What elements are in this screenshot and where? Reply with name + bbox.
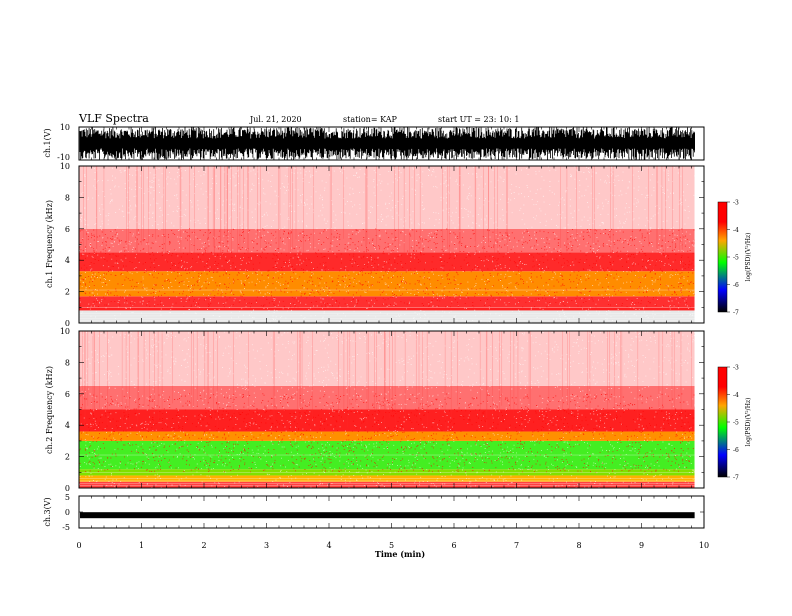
ch1-spectrogram-image: [79, 165, 704, 324]
ch3-ticks: [78, 495, 705, 529]
ch1-ticks: [78, 127, 705, 160]
time-tick-label: 3: [264, 541, 269, 550]
ch1-ylabel: ch.1(V): [43, 128, 52, 157]
ch3-trace-band: [80, 512, 695, 519]
figure-title: VLF Spectra: [78, 112, 149, 125]
date-label: Jul. 21, 2020: [249, 115, 302, 124]
spectrogram-speckle-red: [79, 228, 696, 308]
ch1-ytick-top: 10: [60, 123, 70, 132]
time-tick-label: 8: [576, 541, 581, 550]
freq-tick-label: 8: [65, 193, 70, 202]
spectrogram-band: [79, 481, 695, 488]
spec1-ylabel: ch.1 Frequency (kHz): [45, 200, 54, 288]
spectrogram-band: [79, 296, 695, 308]
ch3-trace: [80, 512, 695, 519]
colorbar-tick-label: -7: [733, 475, 739, 482]
spectrogram-band: [79, 431, 695, 441]
colorbar-ch1-gradient: [717, 201, 728, 313]
spec2-ylabel: ch.2 Frequency (kHz): [45, 366, 54, 454]
ch1-waveform-panel: 10 -10 ch.1(V): [43, 123, 705, 162]
spectrogram-band: [79, 307, 695, 311]
spec1-ticks: [78, 165, 705, 324]
time-tick-label: 10: [699, 541, 709, 550]
colorbar-ch2-gradient: [717, 366, 728, 478]
spec2-ticks: [78, 330, 705, 489]
colorbar-tick-label: -3: [733, 200, 739, 207]
colorbar-ch2-label: log(PSD)(V²/Hz): [745, 398, 752, 447]
time-tick-label: 9: [639, 541, 644, 550]
colorbar-ch1: -3 -4 -5 -6 -7 log(PSD)(V²/Hz): [717, 200, 752, 317]
station-label: station= KAP: [343, 115, 398, 124]
freq-tick-label: 6: [65, 225, 70, 234]
freq-tick-label: 0: [65, 484, 70, 493]
colorbar-tick-label: -4: [733, 227, 739, 234]
time-tick-label: 7: [514, 541, 519, 550]
time-tick-label: 0: [76, 541, 81, 550]
colorbar-tick-label: -7: [733, 310, 739, 317]
colorbar-ch1-label: log(PSD)(V²/Hz): [745, 233, 752, 282]
colorbar-ch2: -3 -4 -5 -6 -7 log(PSD)(V²/Hz): [717, 365, 752, 482]
time-axis-tick-labels: 0 1 2 3 4 5 6 7 8 9 10: [76, 541, 709, 550]
spectrogram-band: [79, 331, 695, 386]
spectrogram-band: [79, 409, 695, 432]
freq-tick-label: 8: [65, 358, 70, 367]
freq-tick-label: 6: [65, 390, 70, 399]
ch3-waveform-panel: 5 0 -5 ch.3(V): [43, 493, 705, 532]
colorbar-tick-label: -3: [733, 365, 739, 372]
colorbar-tick-label: -5: [733, 420, 739, 427]
ch3-ytick-bottom: -5: [62, 523, 70, 532]
spectrogram-band: [79, 385, 695, 410]
spectrogram-empty: [694, 331, 704, 488]
colorbar-tick-label: -5: [733, 255, 739, 262]
colorbar-ch1-tick-labels: -3 -4 -5 -6 -7: [727, 200, 739, 317]
time-tick-label: 1: [139, 541, 144, 550]
ch3-ytick-top: 5: [65, 493, 70, 502]
time-tick-label: 5: [389, 541, 394, 550]
colorbar-tick-label: -6: [733, 282, 739, 289]
time-tick-label: 2: [201, 541, 206, 550]
spectrogram-band: [79, 228, 695, 253]
spectrogram-band: [79, 166, 695, 229]
colorbar-ch2-tick-labels: -3 -4 -5 -6 -7: [727, 365, 739, 482]
freq-tick-label: 10: [60, 327, 70, 336]
freq-tick-label: 10: [60, 162, 70, 171]
spectrogram-band: [79, 310, 695, 323]
freq-tick-label: 0: [65, 319, 70, 328]
colorbar-tick-label: -4: [733, 392, 739, 399]
colorbar-tick-label: -6: [733, 447, 739, 454]
time-tick-label: 4: [326, 541, 331, 550]
spectrogram-speckle-red: [79, 393, 696, 473]
ch2-spectrogram-panel: 0 2 4 6 8 10 ch.2 Frequency (kHz): [45, 327, 705, 493]
time-axis-label: Time (min): [375, 549, 425, 559]
freq-tick-label: 2: [65, 453, 70, 462]
freq-tick-label: 2: [65, 288, 70, 297]
spectrogram-speckle: [79, 165, 696, 324]
spec2-ytick-labels: 0 2 4 6 8 10: [60, 327, 70, 493]
spec1-ytick-labels: 0 2 4 6 8 10: [60, 162, 70, 328]
spectrogram-empty: [694, 166, 704, 323]
ch1-ytick-bottom: -10: [57, 153, 70, 162]
freq-tick-label: 4: [65, 256, 70, 265]
ch1-spectrogram-panel: 0 2 4 6 8 10 ch.1 Frequency (kHz): [45, 162, 705, 328]
ch3-ytick-mid: 0: [65, 508, 70, 517]
time-tick-label: 6: [451, 541, 456, 550]
ch2-spectrogram-image: [79, 330, 704, 489]
freq-tick-label: 4: [65, 421, 70, 430]
ch1-trace: [79, 127, 695, 160]
ch1-trace-line: [79, 127, 695, 160]
start-time-label: start UT = 23: 10: 1: [438, 115, 519, 124]
ch3-ylabel: ch.3(V): [43, 497, 52, 526]
